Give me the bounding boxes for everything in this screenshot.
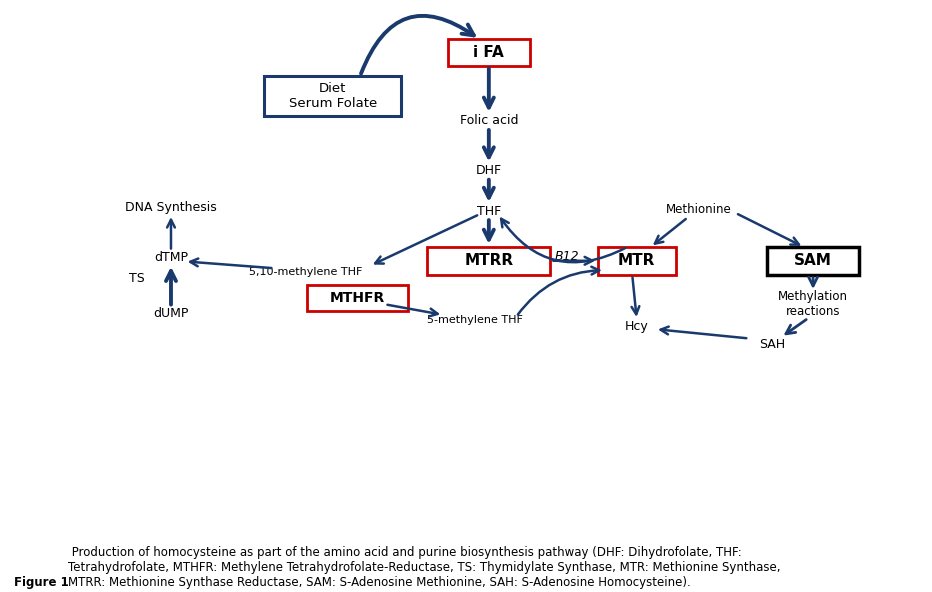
Text: dUMP: dUMP: [153, 307, 188, 320]
Text: Folic acid: Folic acid: [459, 114, 518, 127]
Text: Methionine: Methionine: [666, 203, 732, 216]
Text: DNA Synthesis: DNA Synthesis: [125, 201, 217, 214]
FancyBboxPatch shape: [598, 247, 676, 275]
Text: dTMP: dTMP: [154, 251, 188, 264]
Text: THF: THF: [476, 205, 501, 217]
Text: 5,10-methylene THF: 5,10-methylene THF: [250, 267, 363, 277]
Text: Hcy: Hcy: [625, 320, 649, 333]
Text: i FA: i FA: [473, 45, 504, 60]
Text: DHF: DHF: [475, 164, 502, 177]
Text: B12: B12: [555, 250, 579, 263]
Text: Production of homocysteine as part of the amino acid and purine biosynthesis pat: Production of homocysteine as part of th…: [68, 546, 780, 589]
Text: MTRR: MTRR: [464, 253, 514, 268]
Text: Figure 1: Figure 1: [14, 576, 69, 589]
Text: Methylation
reactions: Methylation reactions: [778, 290, 848, 318]
FancyBboxPatch shape: [767, 247, 858, 275]
Text: SAM: SAM: [794, 253, 832, 268]
Text: SAH: SAH: [759, 338, 785, 351]
Text: TS: TS: [130, 272, 145, 285]
FancyBboxPatch shape: [307, 285, 407, 311]
Text: 5-methylene THF: 5-methylene THF: [427, 315, 523, 325]
Text: MTHFR: MTHFR: [330, 291, 385, 305]
FancyBboxPatch shape: [447, 40, 530, 66]
Text: Diet
Serum Folate: Diet Serum Folate: [289, 82, 377, 110]
FancyBboxPatch shape: [264, 76, 401, 116]
Text: MTR: MTR: [618, 253, 655, 268]
FancyBboxPatch shape: [427, 247, 551, 275]
